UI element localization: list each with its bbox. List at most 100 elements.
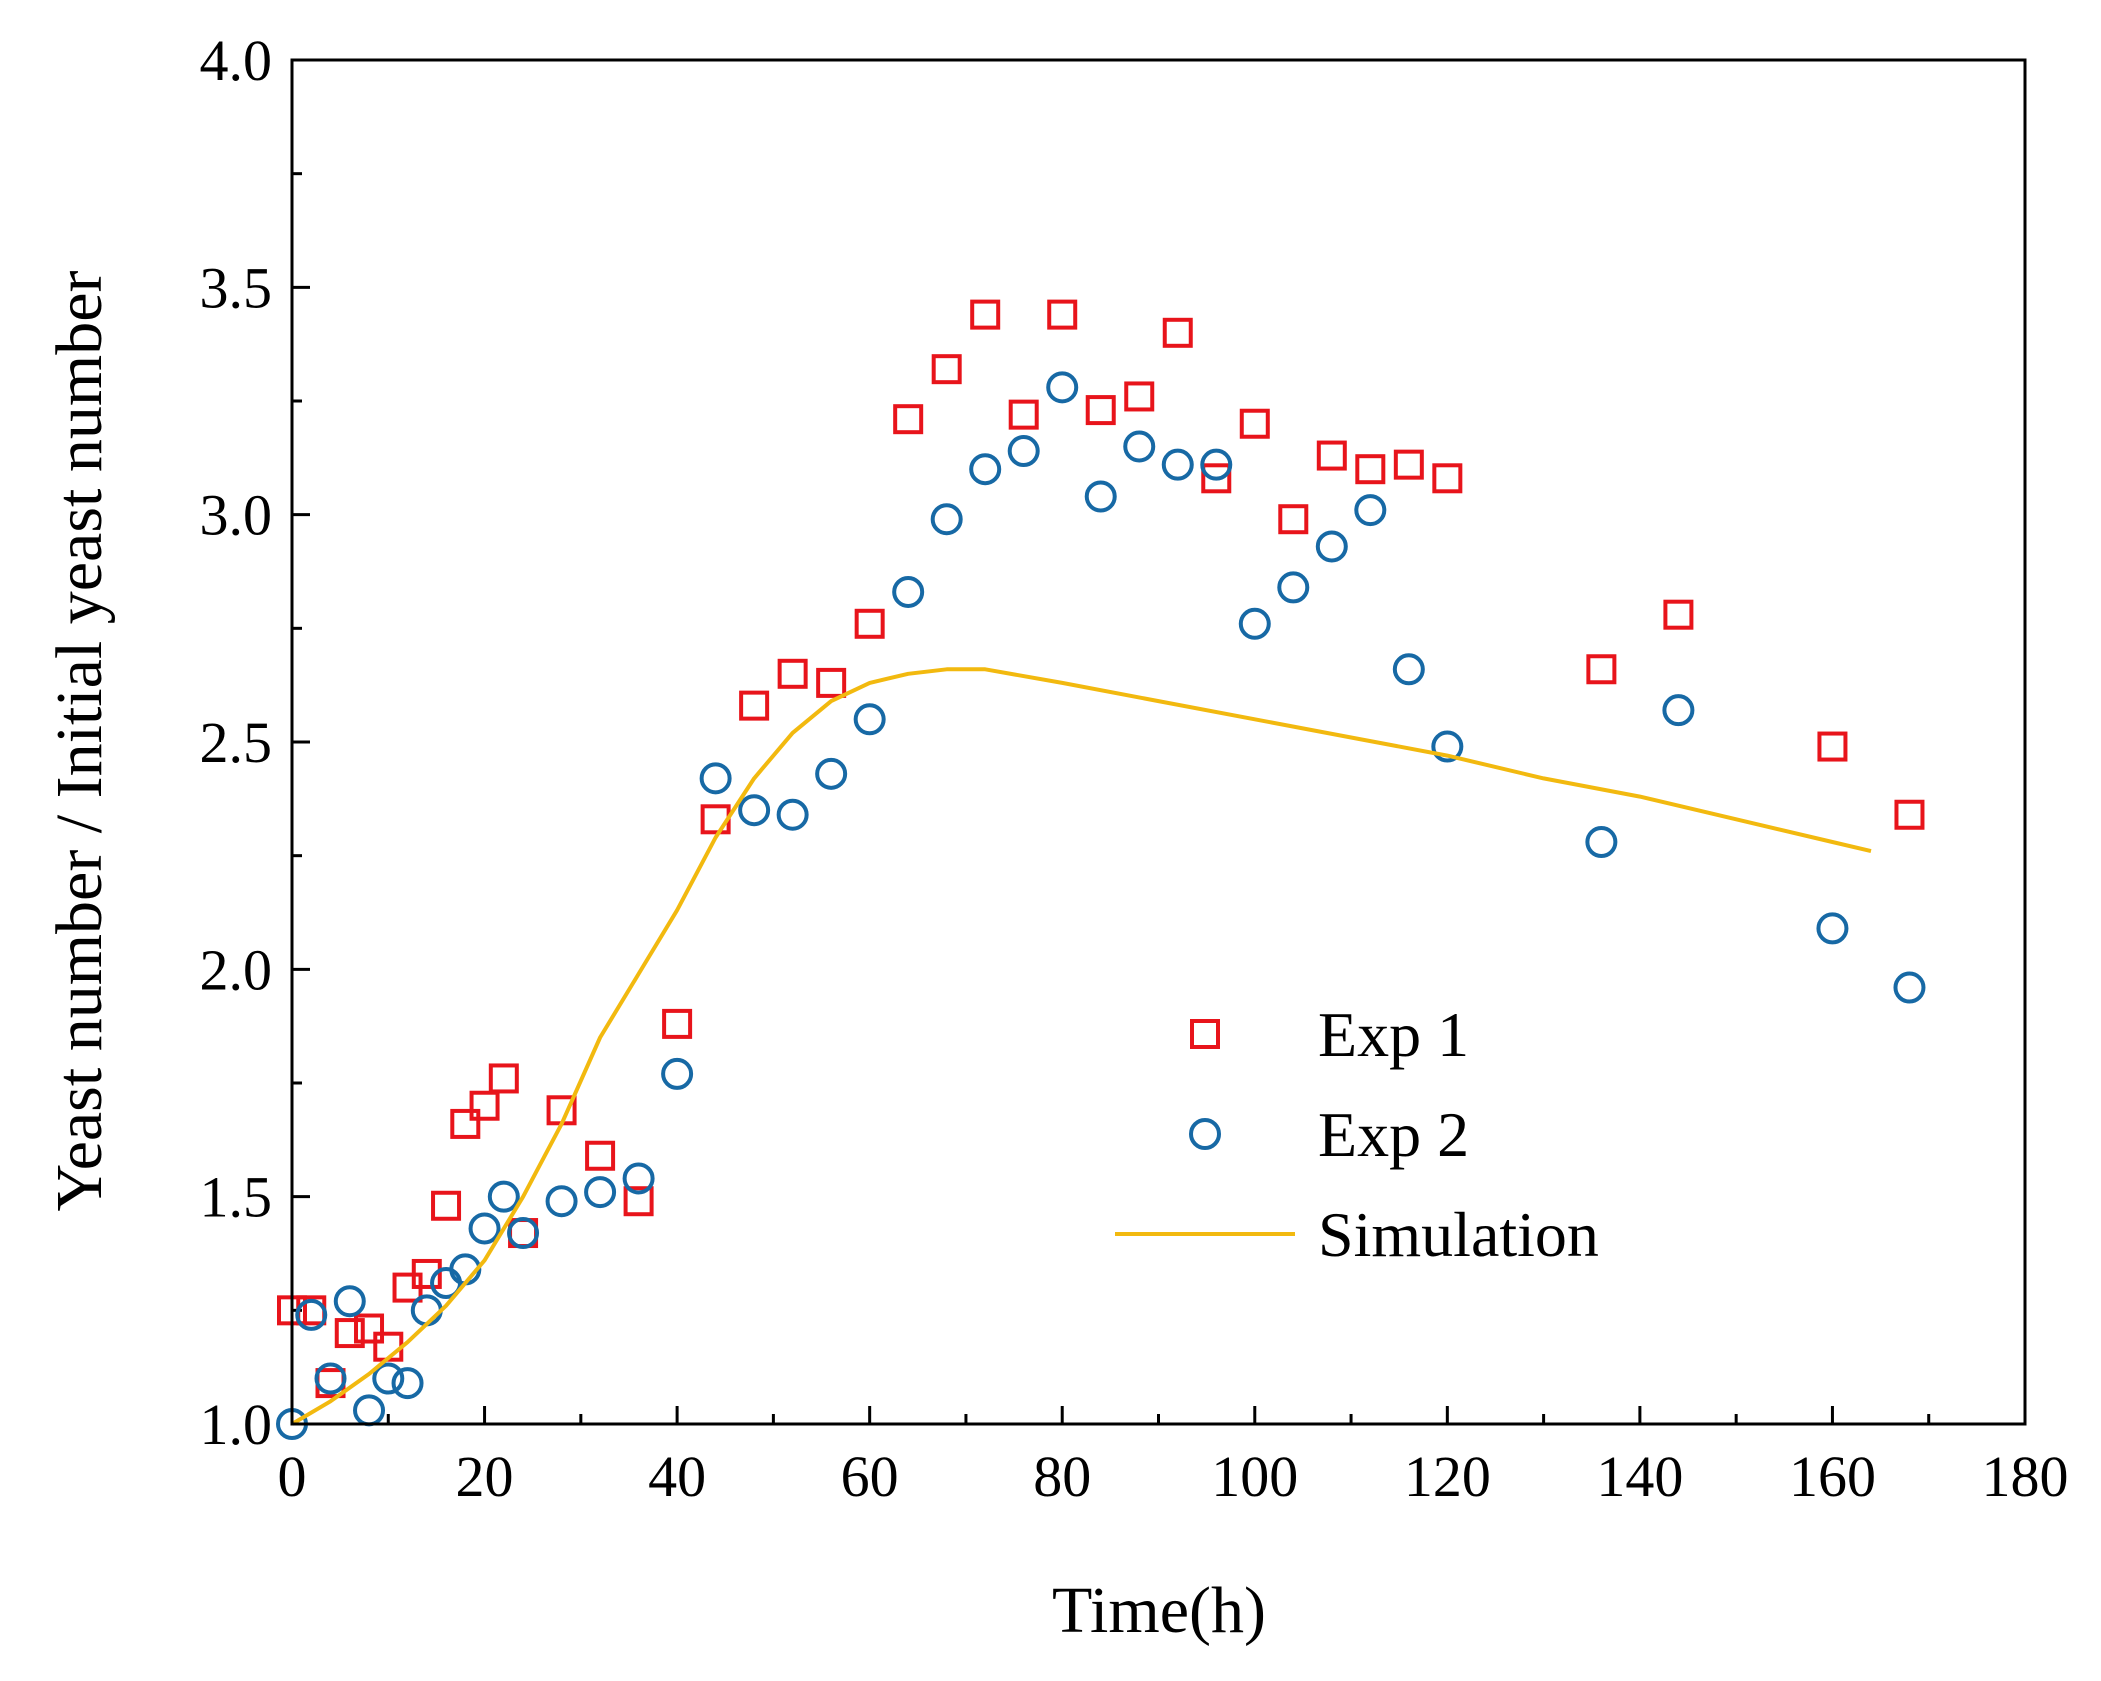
y-axis-title: Yeast number / Initial yeast number: [43, 271, 116, 1212]
exp1-point: [1316, 440, 1347, 471]
exp2-point: [969, 453, 1002, 486]
y-tick-label: 3.0: [200, 483, 273, 548]
exp2-point: [468, 1212, 501, 1245]
exp1-point: [1355, 454, 1386, 485]
x-tick-label: 40: [648, 1444, 706, 1509]
exp1-point: [1124, 381, 1155, 412]
y-tick-label: 3.5: [200, 255, 273, 320]
exp2-point: [1662, 694, 1695, 727]
exp2-point: [1431, 730, 1464, 763]
exp2-point: [1585, 826, 1618, 859]
exp2-point: [507, 1217, 540, 1250]
exp1-point: [739, 690, 770, 721]
plot-marks: [276, 299, 1926, 1440]
exp1-point: [1663, 599, 1694, 630]
exp2-point: [699, 762, 732, 795]
exp1-point: [1201, 463, 1232, 494]
exp2-point: [391, 1367, 424, 1400]
exp2-point: [1893, 971, 1926, 1004]
exp2-point: [295, 1298, 328, 1331]
legend-label: Exp 1: [1318, 999, 1469, 1070]
exp2-point: [622, 1162, 655, 1195]
exp2-point: [1315, 530, 1348, 563]
y-tick-label: 1.5: [200, 1165, 273, 1230]
exp2-point: [1123, 430, 1156, 463]
exp1-point: [1239, 408, 1270, 439]
exp2-point: [1200, 448, 1233, 481]
exp2-point: [892, 575, 925, 608]
exp2-point: [930, 503, 963, 536]
exp2-point: [1277, 571, 1310, 604]
y-tick-label: 4.0: [200, 28, 273, 93]
exp1-point: [334, 1318, 365, 1349]
legend-exp2-marker: [1189, 1118, 1221, 1150]
exp1-point: [1085, 395, 1116, 426]
x-tick-label: 120: [1404, 1444, 1491, 1509]
exp2-point: [1392, 653, 1425, 686]
exp1-point: [854, 608, 885, 639]
exp1-point: [1432, 463, 1463, 494]
exp2-point: [1816, 912, 1849, 945]
exp1-point: [931, 354, 962, 385]
exp1-point: [1278, 504, 1309, 535]
exp2-point: [1354, 494, 1387, 527]
plot-frame: [290, 58, 2027, 1426]
exp2-point: [776, 798, 809, 831]
exp2-point: [815, 757, 848, 790]
exp1-point: [970, 299, 1001, 330]
exp1-point: [585, 1140, 616, 1171]
exp1-point: [1894, 799, 1925, 830]
exp1-point: [623, 1186, 654, 1217]
exp1-point: [469, 1090, 500, 1121]
exp2-point: [1161, 448, 1194, 481]
exp1-point: [1047, 299, 1078, 330]
exp1-point: [411, 1258, 442, 1289]
axis-ticks: 0 20 40 60 80 100 120 140 160 180 1.0 1.5 2.0 2.5 3.0 3…: [200, 28, 2069, 1509]
y-tick-label: 2.5: [200, 710, 273, 775]
y-axis-title-text: Yeast number / Initial yeast number: [43, 271, 116, 1212]
exp1-point: [1586, 654, 1617, 685]
exp1-point: [354, 1313, 385, 1344]
exp2-point: [487, 1180, 520, 1213]
exp2-point: [738, 794, 771, 827]
exp1-point: [700, 804, 731, 835]
x-tick-label: 140: [1596, 1444, 1683, 1509]
x-tick-label: 100: [1211, 1444, 1298, 1509]
legend-label: Simulation: [1318, 1199, 1599, 1270]
x-tick-label: 60: [841, 1444, 899, 1509]
x-tick-label: 0: [278, 1444, 307, 1509]
exp2-point: [372, 1362, 405, 1395]
exp2-point: [410, 1294, 443, 1327]
exp2-point: [1046, 371, 1079, 404]
exp1-point: [777, 658, 808, 689]
x-tick-label: 20: [456, 1444, 514, 1509]
exp1-point: [662, 1008, 693, 1039]
exp1-point: [816, 667, 847, 698]
exp2-point: [314, 1362, 347, 1395]
exp1-point: [488, 1063, 519, 1094]
exp2-point: [353, 1394, 386, 1427]
exp1-point: [1162, 317, 1193, 348]
exp2-point: [584, 1176, 617, 1209]
exp1-point: [893, 404, 924, 435]
exp2-point: [1084, 480, 1117, 513]
exp1-point: [1008, 399, 1039, 430]
exp2-point: [545, 1185, 578, 1218]
legend: Exp 1 Exp 2 Simulation: [1115, 999, 1599, 1270]
exp1-point: [1817, 731, 1848, 762]
exp2-point: [853, 703, 886, 736]
exp1-point: [450, 1108, 481, 1139]
exp2-point: [1007, 435, 1040, 468]
y-tick-label: 1.0: [200, 1392, 273, 1457]
exp1-point: [1393, 449, 1424, 480]
x-axis-title: Time(h): [1052, 1574, 1266, 1647]
x-tick-label: 180: [1982, 1444, 2069, 1509]
exp2-point: [661, 1057, 694, 1090]
exp2-point: [1238, 607, 1271, 640]
simulation-line: [290, 667, 1872, 1426]
x-tick-label: 80: [1033, 1444, 1091, 1509]
exp2-point: [333, 1285, 366, 1318]
x-tick-label: 160: [1789, 1444, 1876, 1509]
legend-exp1-marker: [1190, 1019, 1220, 1049]
